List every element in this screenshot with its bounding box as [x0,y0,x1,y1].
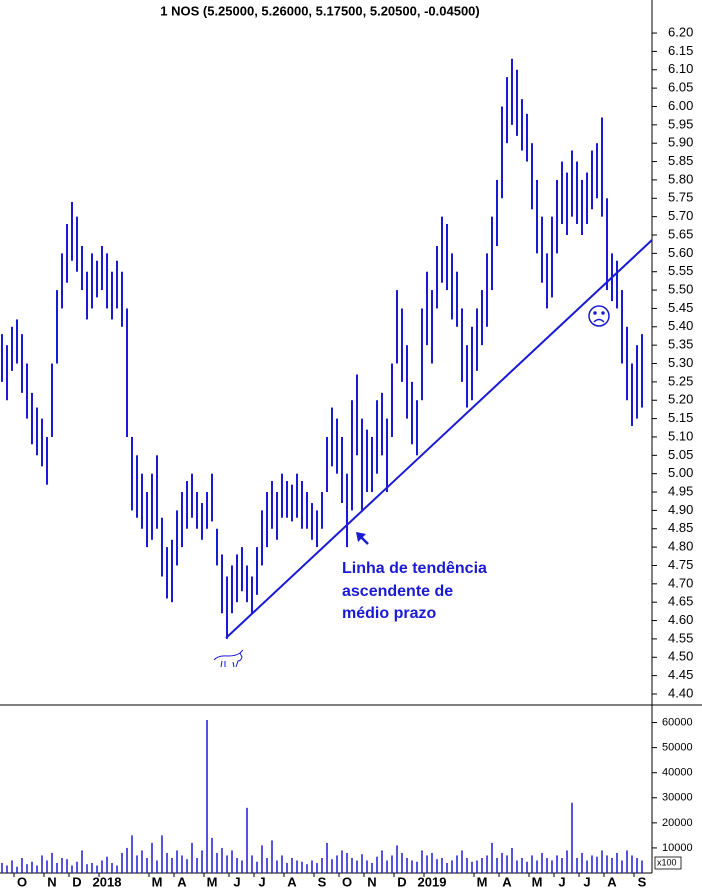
y-tick-label: 4.40 [668,685,693,700]
y-tick-label: 5.40 [668,318,693,333]
bull-icon [213,649,244,668]
y-tick-label: 4.45 [668,667,693,682]
volume-tick-label: 50000 [662,742,693,754]
x-tick-label: 2019 [418,874,447,889]
y-tick-label: 5.45 [668,300,693,315]
y-tick-label: 5.05 [668,447,693,462]
y-tick-label: 5.60 [668,245,693,260]
y-tick-label: 5.25 [668,373,693,388]
y-tick-label: 4.95 [668,483,693,498]
y-tick-label: 4.90 [668,502,693,517]
y-tick-label: 5.65 [668,226,693,241]
volume-unit: x100 [657,857,677,867]
y-tick-label: 5.20 [668,392,693,407]
arrow [356,532,369,545]
x-tick-label: M [152,874,163,889]
y-tick-label: 5.50 [668,282,693,297]
annotation-line: médio prazo [342,605,436,622]
y-tick-label: 5.15 [668,410,693,425]
volume-tick-label: 40000 [662,767,693,779]
x-tick-label: M [477,874,488,889]
x-tick-label: O [17,874,27,889]
y-tick-label: 5.80 [668,171,693,186]
volume-tick-label: 60000 [662,716,693,728]
annotation-line: ascendente de [342,583,453,600]
x-tick-label: D [397,874,406,889]
volume-tick-label: 10000 [662,842,693,854]
x-tick-label: N [367,874,376,889]
y-tick-label: 5.90 [668,135,693,150]
y-tick-label: 6.20 [668,24,693,39]
y-tick-label: 5.30 [668,355,693,370]
x-tick-label: J [583,874,590,889]
y-tick-label: 6.05 [668,80,693,95]
x-tick-label: N [47,874,56,889]
y-tick-label: 5.10 [668,428,693,443]
volume-tick-label: 30000 [662,792,693,804]
y-tick-label: 5.70 [668,208,693,223]
annotation-line: Linha de tendência [342,560,487,577]
y-tick-label: 4.75 [668,557,693,572]
y-tick-label: 4.80 [668,539,693,554]
y-tick-label: 4.55 [668,630,693,645]
x-tick-label: S [318,874,327,889]
y-tick-label: 5.35 [668,337,693,352]
y-tick-label: 4.70 [668,575,693,590]
unit-box [654,856,682,870]
x-tick-label: M [207,874,218,889]
x-tick-label: D [72,874,81,889]
x-tick-label: O [342,874,352,889]
x-tick-label: S [638,874,647,889]
x-tick-label: J [258,874,265,889]
y-tick-label: 4.65 [668,594,693,609]
y-tick-label: 4.85 [668,520,693,535]
y-tick-label: 5.75 [668,190,693,205]
x-tick-label: A [177,874,187,889]
sad-face-icon [588,305,610,327]
y-tick-label: 5.55 [668,263,693,278]
y-tick-label: 4.50 [668,649,693,664]
x-tick-label: A [607,874,617,889]
trend-line [225,239,653,639]
x-tick-label: J [233,874,240,889]
y-tick-label: 6.15 [668,43,693,58]
chart-title: 1 NOS (5.25000, 5.26000, 5.17500, 5.2050… [160,3,479,18]
y-tick-label: 4.60 [668,612,693,627]
x-tick-label: A [502,874,512,889]
y-tick-label: 5.85 [668,153,693,168]
y-tick-label: 5.00 [668,465,693,480]
x-tick-label: M [532,874,543,889]
x-tick-label: J [558,874,565,889]
x-tick-label: 2018 [93,874,122,889]
volume-tick-label: 20000 [662,817,693,829]
y-tick-label: 6.10 [668,61,693,76]
y-tick-label: 6.00 [668,98,693,113]
x-tick-label: A [287,874,297,889]
y-tick-label: 5.95 [668,116,693,131]
